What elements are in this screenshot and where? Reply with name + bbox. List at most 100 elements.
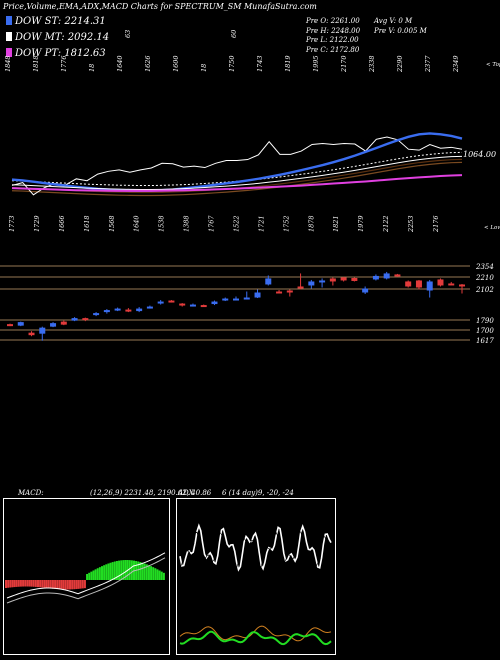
top-number-label: 18: [200, 64, 208, 72]
macd-hist-bar: [111, 562, 114, 580]
macd-hist-bar: [73, 580, 76, 590]
macd-hist-bar: [75, 580, 78, 590]
candle-body: [254, 292, 261, 298]
level-label: 2102: [475, 286, 494, 294]
macd-hist-bar: [92, 570, 95, 580]
macd-hist-bar: [41, 580, 44, 588]
top-number-label: 2170: [340, 55, 348, 73]
legend-dow-st: DOW ST: 2214.31: [6, 16, 106, 27]
macd-hist-bar: [86, 574, 89, 580]
adx-di-plus-line: [179, 523, 332, 572]
macd-signal-line: [6, 557, 166, 604]
macd-hist-bar: [115, 561, 118, 580]
low-number-label: 1666: [58, 215, 66, 232]
macd-hist-bar: [130, 560, 133, 580]
top-number-label: 1626: [144, 55, 152, 72]
top-number-label: 18: [88, 64, 96, 72]
macd-hist-bar: [58, 580, 61, 590]
low-number-label: 1388: [183, 215, 191, 232]
ema-series-dow-mt: [11, 155, 463, 191]
candle-body: [125, 309, 132, 312]
adx-line: [179, 630, 332, 646]
low-number-label: 1538: [158, 215, 166, 232]
top-number-label: 1750: [228, 55, 236, 72]
level-label: 2210: [475, 274, 494, 282]
adx-panel: [176, 498, 336, 655]
macd-hist-bar: [158, 570, 161, 580]
macd-hist-bar: [30, 580, 33, 587]
legend-swatch-pt: [6, 48, 12, 57]
low-number-label: 1821: [332, 215, 340, 232]
level-label: 1700: [476, 327, 494, 335]
macd-hist-bar: [32, 580, 35, 587]
adx-params: 6 (14 day)9, -20, -24: [222, 489, 294, 497]
macd-hist-bar: [77, 580, 80, 589]
low-number-label: 1773: [8, 215, 16, 232]
top-number-label: 2290: [396, 55, 404, 73]
macd-hist-bar: [5, 580, 7, 588]
candle-body: [286, 290, 293, 293]
macd-hist-bar: [98, 567, 101, 580]
macd-hist-bar: [64, 580, 67, 590]
macd-hist-bar: [101, 566, 103, 580]
macd-params: (12,26,9) 2231.48, 2190.62, 40.86: [90, 489, 212, 497]
top-number-label: 1743: [256, 55, 264, 72]
extra-number-label: 60: [230, 30, 238, 38]
top-number-label: 1818: [32, 55, 40, 72]
candle-body: [426, 281, 433, 291]
candle-body: [276, 291, 283, 294]
adx-label: ADX: [178, 489, 194, 497]
legend-dow-mt: DOW MT: 2092.14: [6, 32, 109, 43]
legend-label-pt: DOW PT: 1812.63: [15, 48, 106, 59]
stat-close: Pre C: 2172.80: [306, 45, 360, 54]
macd-hist-bar: [71, 580, 74, 590]
candle-body: [351, 277, 358, 281]
macd-hist-bar: [143, 563, 146, 580]
candle-body: [297, 286, 304, 289]
volume-stats: Avg V: 0 M Pre V: 0.005 M: [374, 17, 427, 36]
candle-body: [82, 318, 89, 321]
legend-dow-pt: DOW PT: 1812.63: [6, 48, 106, 59]
macd-hist-bar: [45, 580, 48, 589]
macd-hist-bar: [137, 561, 140, 580]
candle-body: [415, 280, 422, 288]
candle-body: [340, 277, 347, 281]
candle-body: [168, 300, 175, 303]
candle-body: [405, 281, 412, 287]
macd-line: [6, 552, 166, 599]
candle-body: [7, 324, 13, 327]
macd-hist-bar: [141, 562, 144, 580]
macd-hist-bar: [88, 572, 91, 580]
ohlc-stats: Pre O: 2261.00 Pre H: 2248.00 Pre L: 212…: [306, 17, 360, 55]
candle-body: [362, 288, 369, 293]
stat-high: Pre H: 2248.00: [306, 26, 361, 35]
candle-body: [308, 281, 315, 286]
candle-body: [200, 305, 207, 308]
main-chart: 1848 1818 1776 18 1640 1626 1600 18 1750 1743 1819…: [0, 30, 500, 345]
top-number-label: 1819: [284, 55, 292, 72]
macd-hist-bar: [34, 580, 37, 587]
top-number-label: 1600: [172, 55, 180, 72]
candle-body: [39, 327, 46, 334]
macd-hist-bar: [103, 565, 106, 580]
top-number-label: 1640: [116, 55, 124, 72]
macd-hist-bar: [69, 580, 71, 590]
ema-price-line: [11, 136, 463, 196]
low-number-label: 2122: [382, 215, 390, 233]
legend-label-st: DOW ST: 2214.31: [15, 16, 106, 27]
macd-hist-bar: [147, 565, 150, 580]
level-label: 1790: [476, 317, 494, 325]
candle-body: [243, 297, 250, 300]
candle-body: [265, 278, 272, 285]
candle-body: [383, 273, 390, 279]
candle-body: [189, 304, 196, 307]
legend-label-mt: DOW MT: 2092.14: [15, 32, 110, 43]
candle-body: [60, 321, 67, 325]
macd-hist-bar: [83, 580, 86, 589]
lows-label: < Lows: [484, 225, 500, 231]
extra-number-label: 63: [124, 30, 132, 38]
low-number-label: 1640: [133, 215, 141, 232]
candle-body: [103, 310, 110, 313]
macd-hist-bar: [39, 580, 42, 588]
macd-hist-bar: [90, 571, 93, 580]
